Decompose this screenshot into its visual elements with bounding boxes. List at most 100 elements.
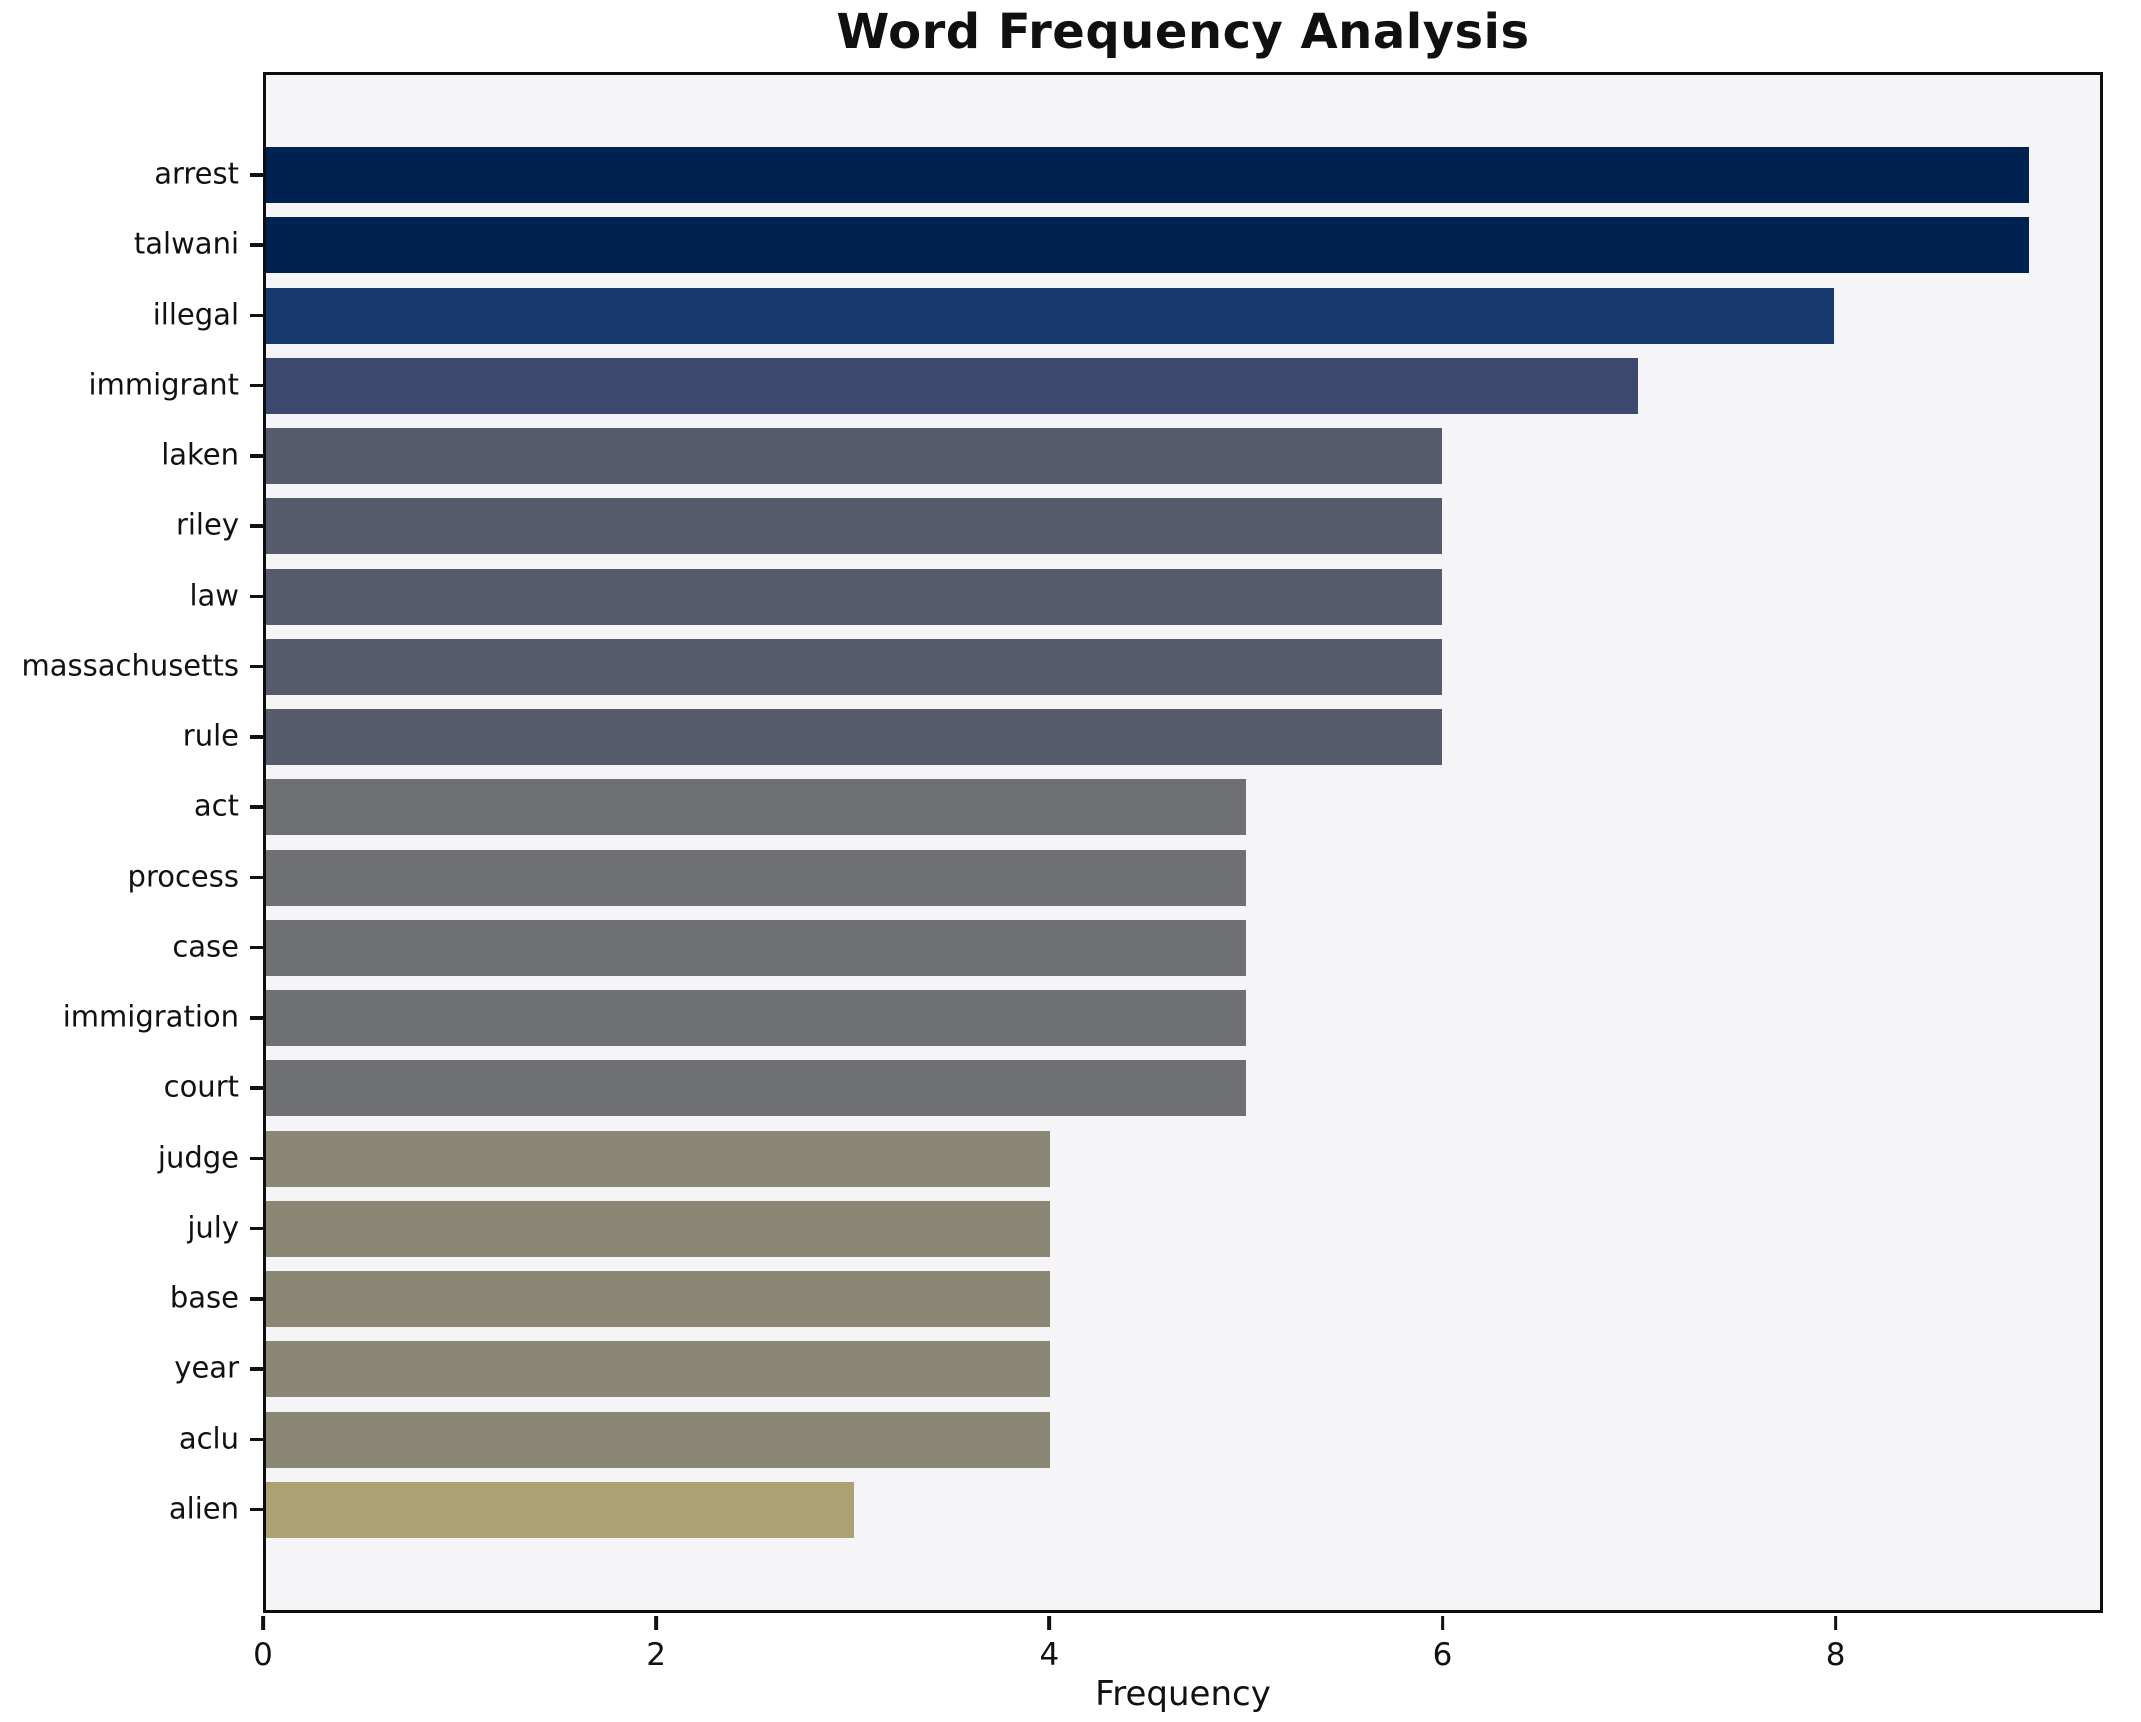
y-tick-mark: [250, 1437, 263, 1442]
y-tick-label: illegal: [152, 297, 239, 332]
y-tick-mark: [250, 454, 263, 458]
y-tick-label: year: [174, 1351, 239, 1386]
bar-row: massachusetts: [21, 632, 2100, 702]
y-tick-mark: [250, 1226, 263, 1231]
y-tick-label: talwani: [133, 227, 239, 262]
x-tick-label: 6: [1432, 1637, 1453, 1673]
y-tick-mark: [250, 875, 263, 880]
y-tick-label: arrest: [154, 156, 239, 191]
y-tick-label: act: [193, 789, 239, 824]
y-tick-label: aclu: [178, 1421, 239, 1456]
bar-row: talwani: [134, 210, 2100, 280]
y-tick-mark: [250, 1086, 263, 1090]
x-tick-mark: [1833, 1616, 1838, 1630]
y-tick-label: riley: [175, 508, 239, 543]
bar-row: july: [187, 1194, 2100, 1264]
bar-row: arrest: [154, 140, 2100, 210]
bar-row: riley: [176, 491, 2100, 561]
y-tick-mark: [250, 524, 263, 528]
bar-row: case: [172, 913, 2100, 983]
bar-process: [266, 849, 1246, 906]
y-tick-mark: [250, 945, 263, 950]
bar-immigration: [266, 990, 1246, 1047]
bar-july: [266, 1200, 1050, 1257]
bar-base: [266, 1271, 1050, 1328]
bar-rule: [266, 709, 1442, 766]
x-axis-label: Frequency: [1095, 1674, 1271, 1714]
x-tick: 2: [646, 1616, 666, 1673]
bar-row: rule: [183, 702, 2100, 772]
bar-judge: [266, 1130, 1050, 1187]
bar-row: alien: [169, 1475, 2100, 1545]
bar-act: [266, 779, 1246, 836]
bar-row: base: [170, 1264, 2100, 1334]
bar-row: laken: [161, 421, 2100, 491]
bar-year: [266, 1341, 1050, 1398]
y-tick-mark: [250, 173, 263, 177]
x-tick-label: 2: [646, 1637, 667, 1673]
bar-row: court: [164, 1053, 2100, 1123]
y-tick-label: massachusetts: [21, 648, 239, 683]
bar-row: illegal: [153, 281, 2100, 351]
bar-aclu: [266, 1411, 1050, 1468]
x-tick-label: 8: [1825, 1637, 1846, 1673]
bar-law: [266, 568, 1442, 625]
bar-row: immigration: [63, 983, 2100, 1053]
y-tick-label: immigrant: [88, 367, 239, 402]
bar-case: [266, 919, 1246, 976]
y-tick-mark: [250, 313, 263, 318]
chart-title: Word Frequency Analysis: [836, 4, 1530, 60]
y-tick-label: law: [189, 578, 239, 613]
bar-row: aclu: [179, 1405, 2100, 1475]
y-tick-mark: [250, 1156, 263, 1161]
x-tick-mark: [261, 1616, 265, 1630]
y-tick-label: judge: [157, 1140, 239, 1175]
bar-laken: [266, 428, 1442, 485]
x-tick: 0: [253, 1616, 273, 1673]
bar-court: [266, 1060, 1246, 1117]
bar-row: law: [189, 562, 2100, 632]
y-tick-mark: [250, 1507, 263, 1512]
y-tick-label: process: [127, 859, 239, 894]
y-tick-mark: [250, 735, 263, 739]
plot-area: arrest talwani illegal immigrant laken riley l…: [21, 72, 2103, 1613]
x-tick-mark: [1440, 1616, 1445, 1630]
y-tick-mark: [250, 1367, 263, 1371]
bar-illegal: [266, 287, 1834, 344]
bar-row: act: [194, 772, 2100, 842]
x-tick-mark: [654, 1616, 658, 1630]
y-tick-label: immigration: [62, 999, 239, 1034]
y-tick-mark: [250, 664, 263, 669]
bar-riley: [266, 498, 1442, 555]
bar-row: judge: [158, 1124, 2100, 1194]
y-tick-label: case: [172, 929, 239, 964]
bar-immigrant: [266, 357, 1638, 414]
bars-container: arrest talwani illegal immigrant laken riley l…: [21, 75, 2100, 1610]
x-tick-mark: [1047, 1616, 1052, 1630]
x-tick: 4: [1039, 1616, 1059, 1673]
x-tick-label: 4: [1039, 1637, 1060, 1673]
y-tick-label: rule: [182, 718, 239, 753]
y-tick-mark: [250, 805, 263, 809]
x-tick: 6: [1432, 1616, 1453, 1673]
y-tick-label: laken: [161, 437, 239, 472]
y-tick-mark: [250, 1016, 263, 1020]
y-tick-mark: [250, 1297, 263, 1301]
bar-row: immigrant: [89, 351, 2100, 421]
bar-alien: [266, 1481, 854, 1538]
bar-row: process: [128, 843, 2100, 913]
y-tick-label: july: [187, 1210, 239, 1245]
y-tick-label: alien: [168, 1491, 239, 1526]
y-tick-label: base: [169, 1280, 239, 1315]
bar-talwani: [266, 217, 2030, 274]
y-tick-label: court: [163, 1070, 239, 1105]
bar-row: year: [174, 1334, 2100, 1404]
x-tick: 8: [1826, 1616, 1846, 1673]
y-tick-mark: [250, 383, 263, 388]
y-tick-mark: [250, 243, 263, 247]
bar-massachusetts: [266, 638, 1442, 695]
bar-arrest: [266, 147, 2030, 204]
y-tick-mark: [250, 594, 263, 599]
x-tick-label: 0: [253, 1637, 273, 1673]
